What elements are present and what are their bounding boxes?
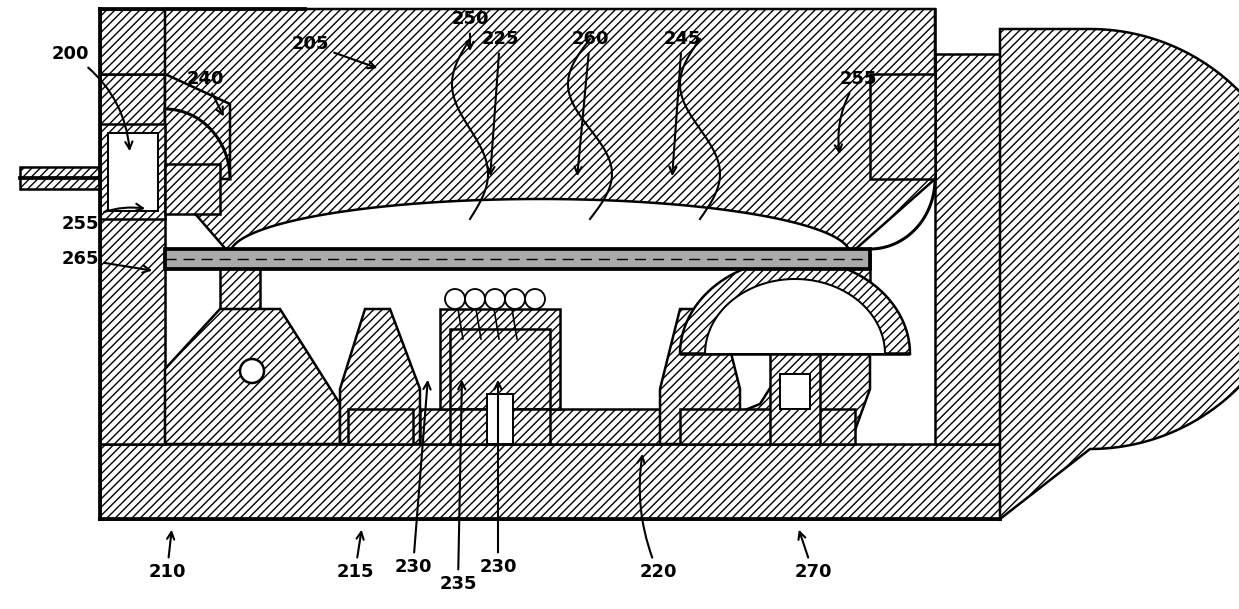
Circle shape <box>506 289 525 309</box>
Bar <box>769 354 820 444</box>
Bar <box>100 124 165 219</box>
Circle shape <box>240 359 264 383</box>
Polygon shape <box>870 74 935 179</box>
Circle shape <box>465 289 484 309</box>
Text: 255: 255 <box>835 70 877 152</box>
Bar <box>221 254 260 309</box>
Bar <box>680 409 855 444</box>
Text: 220: 220 <box>638 456 676 581</box>
Polygon shape <box>705 279 885 354</box>
Text: 250: 250 <box>451 10 488 49</box>
Text: 230: 230 <box>394 382 431 576</box>
Text: 230: 230 <box>479 382 517 576</box>
Polygon shape <box>680 259 909 354</box>
Polygon shape <box>339 309 420 444</box>
Polygon shape <box>230 199 850 254</box>
Bar <box>20 167 100 189</box>
Polygon shape <box>165 9 935 254</box>
Bar <box>820 254 870 309</box>
Text: 200: 200 <box>51 45 133 149</box>
Bar <box>245 309 260 369</box>
Bar <box>165 249 870 269</box>
Bar <box>935 54 1000 444</box>
Polygon shape <box>660 309 740 444</box>
Bar <box>450 329 550 409</box>
Bar <box>100 9 305 74</box>
Bar <box>100 444 1000 519</box>
Bar <box>420 409 660 444</box>
Bar <box>1000 139 1049 219</box>
Text: 255: 255 <box>61 203 142 233</box>
Text: 205: 205 <box>291 35 375 68</box>
Bar <box>440 309 560 409</box>
Bar <box>781 374 810 409</box>
Text: 270: 270 <box>794 532 831 581</box>
Text: 240: 240 <box>186 70 224 114</box>
Bar <box>487 394 513 444</box>
Text: 210: 210 <box>149 532 186 581</box>
Bar <box>450 409 550 444</box>
Polygon shape <box>1000 29 1239 519</box>
Text: 215: 215 <box>336 532 374 581</box>
Text: 265: 265 <box>61 250 150 273</box>
Text: 245: 245 <box>663 30 701 174</box>
Circle shape <box>484 289 506 309</box>
Polygon shape <box>165 309 339 444</box>
Bar <box>870 9 935 74</box>
Text: 225: 225 <box>481 30 519 174</box>
Text: 260: 260 <box>571 30 608 174</box>
Circle shape <box>445 289 465 309</box>
Bar <box>100 74 165 444</box>
Text: 235: 235 <box>440 382 477 593</box>
Polygon shape <box>660 309 870 444</box>
Bar <box>165 164 221 214</box>
Bar <box>108 133 159 211</box>
Polygon shape <box>165 74 230 179</box>
Circle shape <box>525 289 545 309</box>
Bar <box>348 409 413 444</box>
